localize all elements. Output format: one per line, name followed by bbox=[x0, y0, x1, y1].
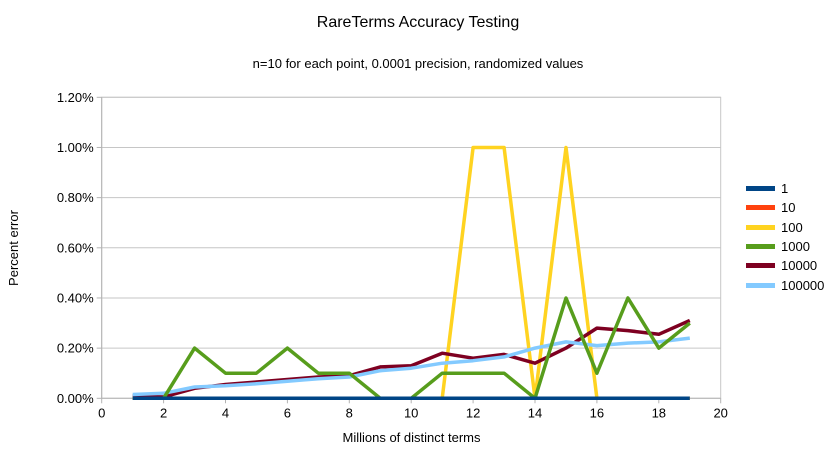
series-line-100 bbox=[132, 145, 690, 401]
y-tick-label: 0.20% bbox=[57, 341, 94, 356]
y-tick-label: 0.80% bbox=[57, 190, 94, 205]
legend-swatch-1000 bbox=[746, 244, 775, 250]
y-tick-label: 0.40% bbox=[57, 290, 94, 305]
y-tick-label: 1.20% bbox=[57, 90, 94, 105]
legend-swatch-100000 bbox=[746, 282, 775, 288]
y-axis-title: Percent error bbox=[6, 210, 21, 286]
legend-item-10000: 10000 bbox=[746, 256, 824, 275]
x-tick-label: 6 bbox=[284, 405, 291, 420]
x-axis-title: Millions of distinct terms bbox=[342, 430, 481, 445]
y-tick-label: 0.00% bbox=[57, 391, 94, 406]
x-tick-label: 14 bbox=[528, 405, 542, 420]
legend-swatch-1 bbox=[746, 186, 775, 192]
legend: 1 10 100 1000 10000 100000 bbox=[746, 179, 824, 295]
legend-item-10: 10 bbox=[746, 198, 824, 217]
x-tick-label: 8 bbox=[346, 405, 353, 420]
legend-item-100000: 100000 bbox=[746, 275, 824, 294]
x-tick-label: 12 bbox=[466, 405, 480, 420]
y-tick-label: 0.60% bbox=[57, 240, 94, 255]
x-tick-label: 10 bbox=[404, 405, 418, 420]
legend-label: 10000 bbox=[781, 258, 818, 274]
x-tick-label: 20 bbox=[713, 405, 727, 420]
chart-subtitle: n=10 for each point, 0.0001 precision, r… bbox=[252, 56, 584, 71]
series-line-100000 bbox=[132, 336, 691, 397]
legend-label: 10 bbox=[781, 200, 796, 216]
legend-label: 100 bbox=[781, 219, 803, 235]
chart-title: RareTerms Accuracy Testing bbox=[316, 14, 520, 31]
x-tick-label: 0 bbox=[98, 405, 105, 420]
legend-swatch-10000 bbox=[746, 263, 775, 269]
y-tick-label: 1.00% bbox=[57, 140, 94, 155]
legend-label: 1 bbox=[781, 181, 789, 197]
x-tick-label: 4 bbox=[222, 405, 229, 420]
legend-label: 100000 bbox=[781, 277, 825, 293]
x-tick-label: 2 bbox=[160, 405, 167, 420]
legend-item-1000: 1000 bbox=[746, 237, 824, 256]
legend-item-100: 100 bbox=[746, 218, 824, 237]
x-tick-label: 18 bbox=[652, 405, 666, 420]
x-tick-label: 16 bbox=[590, 405, 604, 420]
legend-swatch-100 bbox=[746, 224, 775, 230]
legend-swatch-10 bbox=[746, 205, 775, 211]
legend-label: 1000 bbox=[781, 239, 810, 255]
legend-item-1: 1 bbox=[746, 179, 824, 198]
